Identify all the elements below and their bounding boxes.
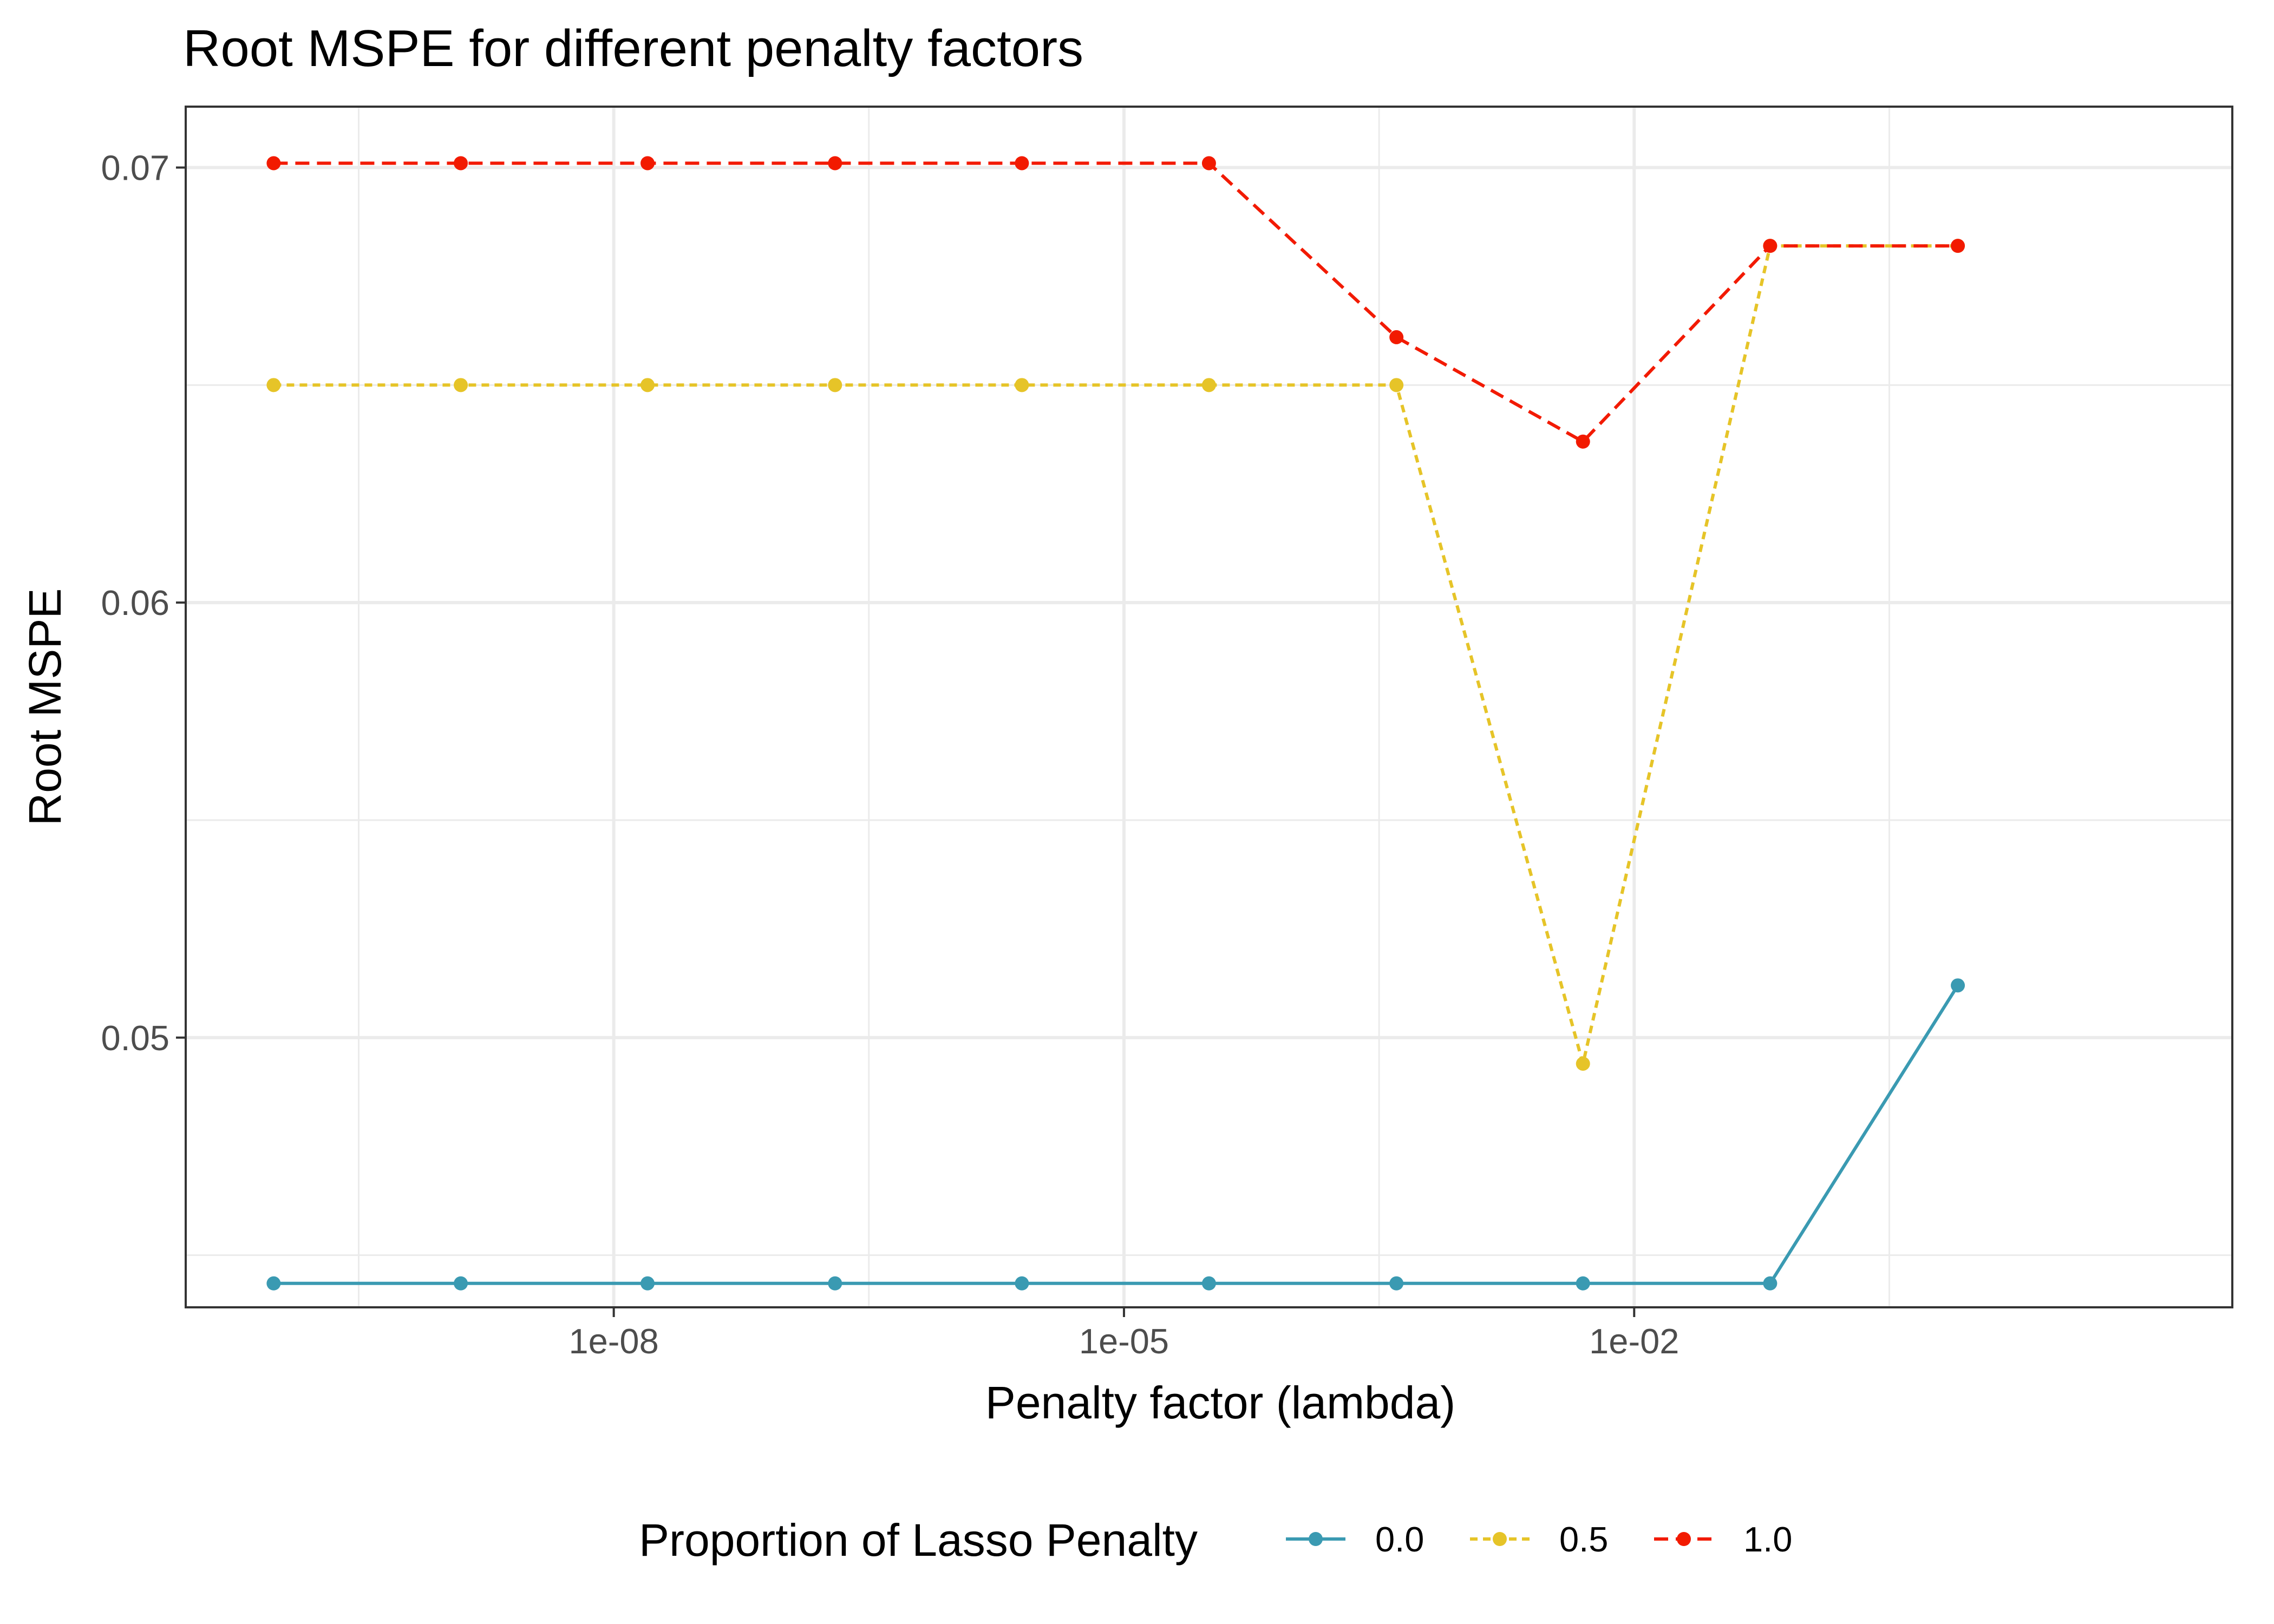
data-point-0.0 xyxy=(1763,1276,1778,1291)
grid xyxy=(186,107,2232,1307)
data-point-0.5 xyxy=(828,378,842,392)
data-point-1.0 xyxy=(266,156,281,171)
data-point-0.5 xyxy=(454,378,468,392)
data-point-0.0 xyxy=(828,1276,842,1291)
data-point-0.0 xyxy=(454,1276,468,1291)
data-point-1.0 xyxy=(1015,156,1029,171)
data-point-0.5 xyxy=(1389,378,1404,392)
data-point-1.0 xyxy=(828,156,842,171)
data-point-0.5 xyxy=(641,378,655,392)
legend-label-1.0: 1.0 xyxy=(1743,1520,1792,1559)
series-line-0.5 xyxy=(273,244,1958,1064)
data-point-1.0 xyxy=(641,156,655,171)
axes: 1e-08 1e-05 1e-02 0.05 0.06 0.07 xyxy=(101,148,1679,1361)
series-line-1.0 xyxy=(273,161,1958,444)
x-tick-label: 1e-08 xyxy=(568,1321,658,1361)
x-tick-label: 1e-05 xyxy=(1079,1321,1169,1361)
data-point-1.0 xyxy=(454,156,468,171)
legend-label-0.5: 0.5 xyxy=(1559,1520,1608,1559)
data-point-1.0 xyxy=(1201,156,1216,171)
data-point-0.5 xyxy=(1201,378,1216,392)
data-point-0.5 xyxy=(266,378,281,392)
legend-title: Proportion of Lasso Penalty xyxy=(639,1515,1198,1566)
y-tick-label: 0.06 xyxy=(101,583,169,623)
data-point-1.0 xyxy=(1763,239,1778,253)
legend-key-point-0.5 xyxy=(1493,1532,1507,1546)
legend-label-0.0: 0.0 xyxy=(1375,1520,1424,1559)
data-point-0.0 xyxy=(1951,978,1965,993)
data-point-1.0 xyxy=(1576,434,1590,449)
y-axis-title: Root MSPE xyxy=(19,588,70,826)
plot-panel xyxy=(185,106,2233,1308)
data-point-0.0 xyxy=(1201,1276,1216,1291)
y-tick-label: 0.05 xyxy=(101,1018,169,1058)
data-point-1.0 xyxy=(1951,239,1965,253)
legend: Proportion of Lasso Penalty 0.0 0.5 1.0 xyxy=(639,1515,1792,1566)
series-layer xyxy=(266,156,1965,1291)
data-point-0.5 xyxy=(1576,1056,1590,1071)
legend-key-point-0.0 xyxy=(1309,1532,1323,1546)
data-point-1.0 xyxy=(1389,330,1404,344)
data-point-0.0 xyxy=(1389,1276,1404,1291)
legend-keys: 0.0 0.5 1.0 xyxy=(1286,1520,1792,1559)
chart-title: Root MSPE for different penalty factors xyxy=(183,19,1083,77)
x-axis-title: Penalty factor (lambda) xyxy=(985,1377,1455,1428)
legend-key-point-1.0 xyxy=(1677,1532,1691,1546)
y-tick-label: 0.07 xyxy=(101,148,169,188)
x-tick-label: 1e-02 xyxy=(1589,1321,1679,1361)
data-point-0.0 xyxy=(1015,1276,1029,1291)
data-point-0.0 xyxy=(266,1276,281,1291)
data-point-0.0 xyxy=(641,1276,655,1291)
data-point-0.5 xyxy=(1015,378,1029,392)
data-point-0.0 xyxy=(1576,1276,1590,1291)
series-line-0.0 xyxy=(273,984,1959,1285)
